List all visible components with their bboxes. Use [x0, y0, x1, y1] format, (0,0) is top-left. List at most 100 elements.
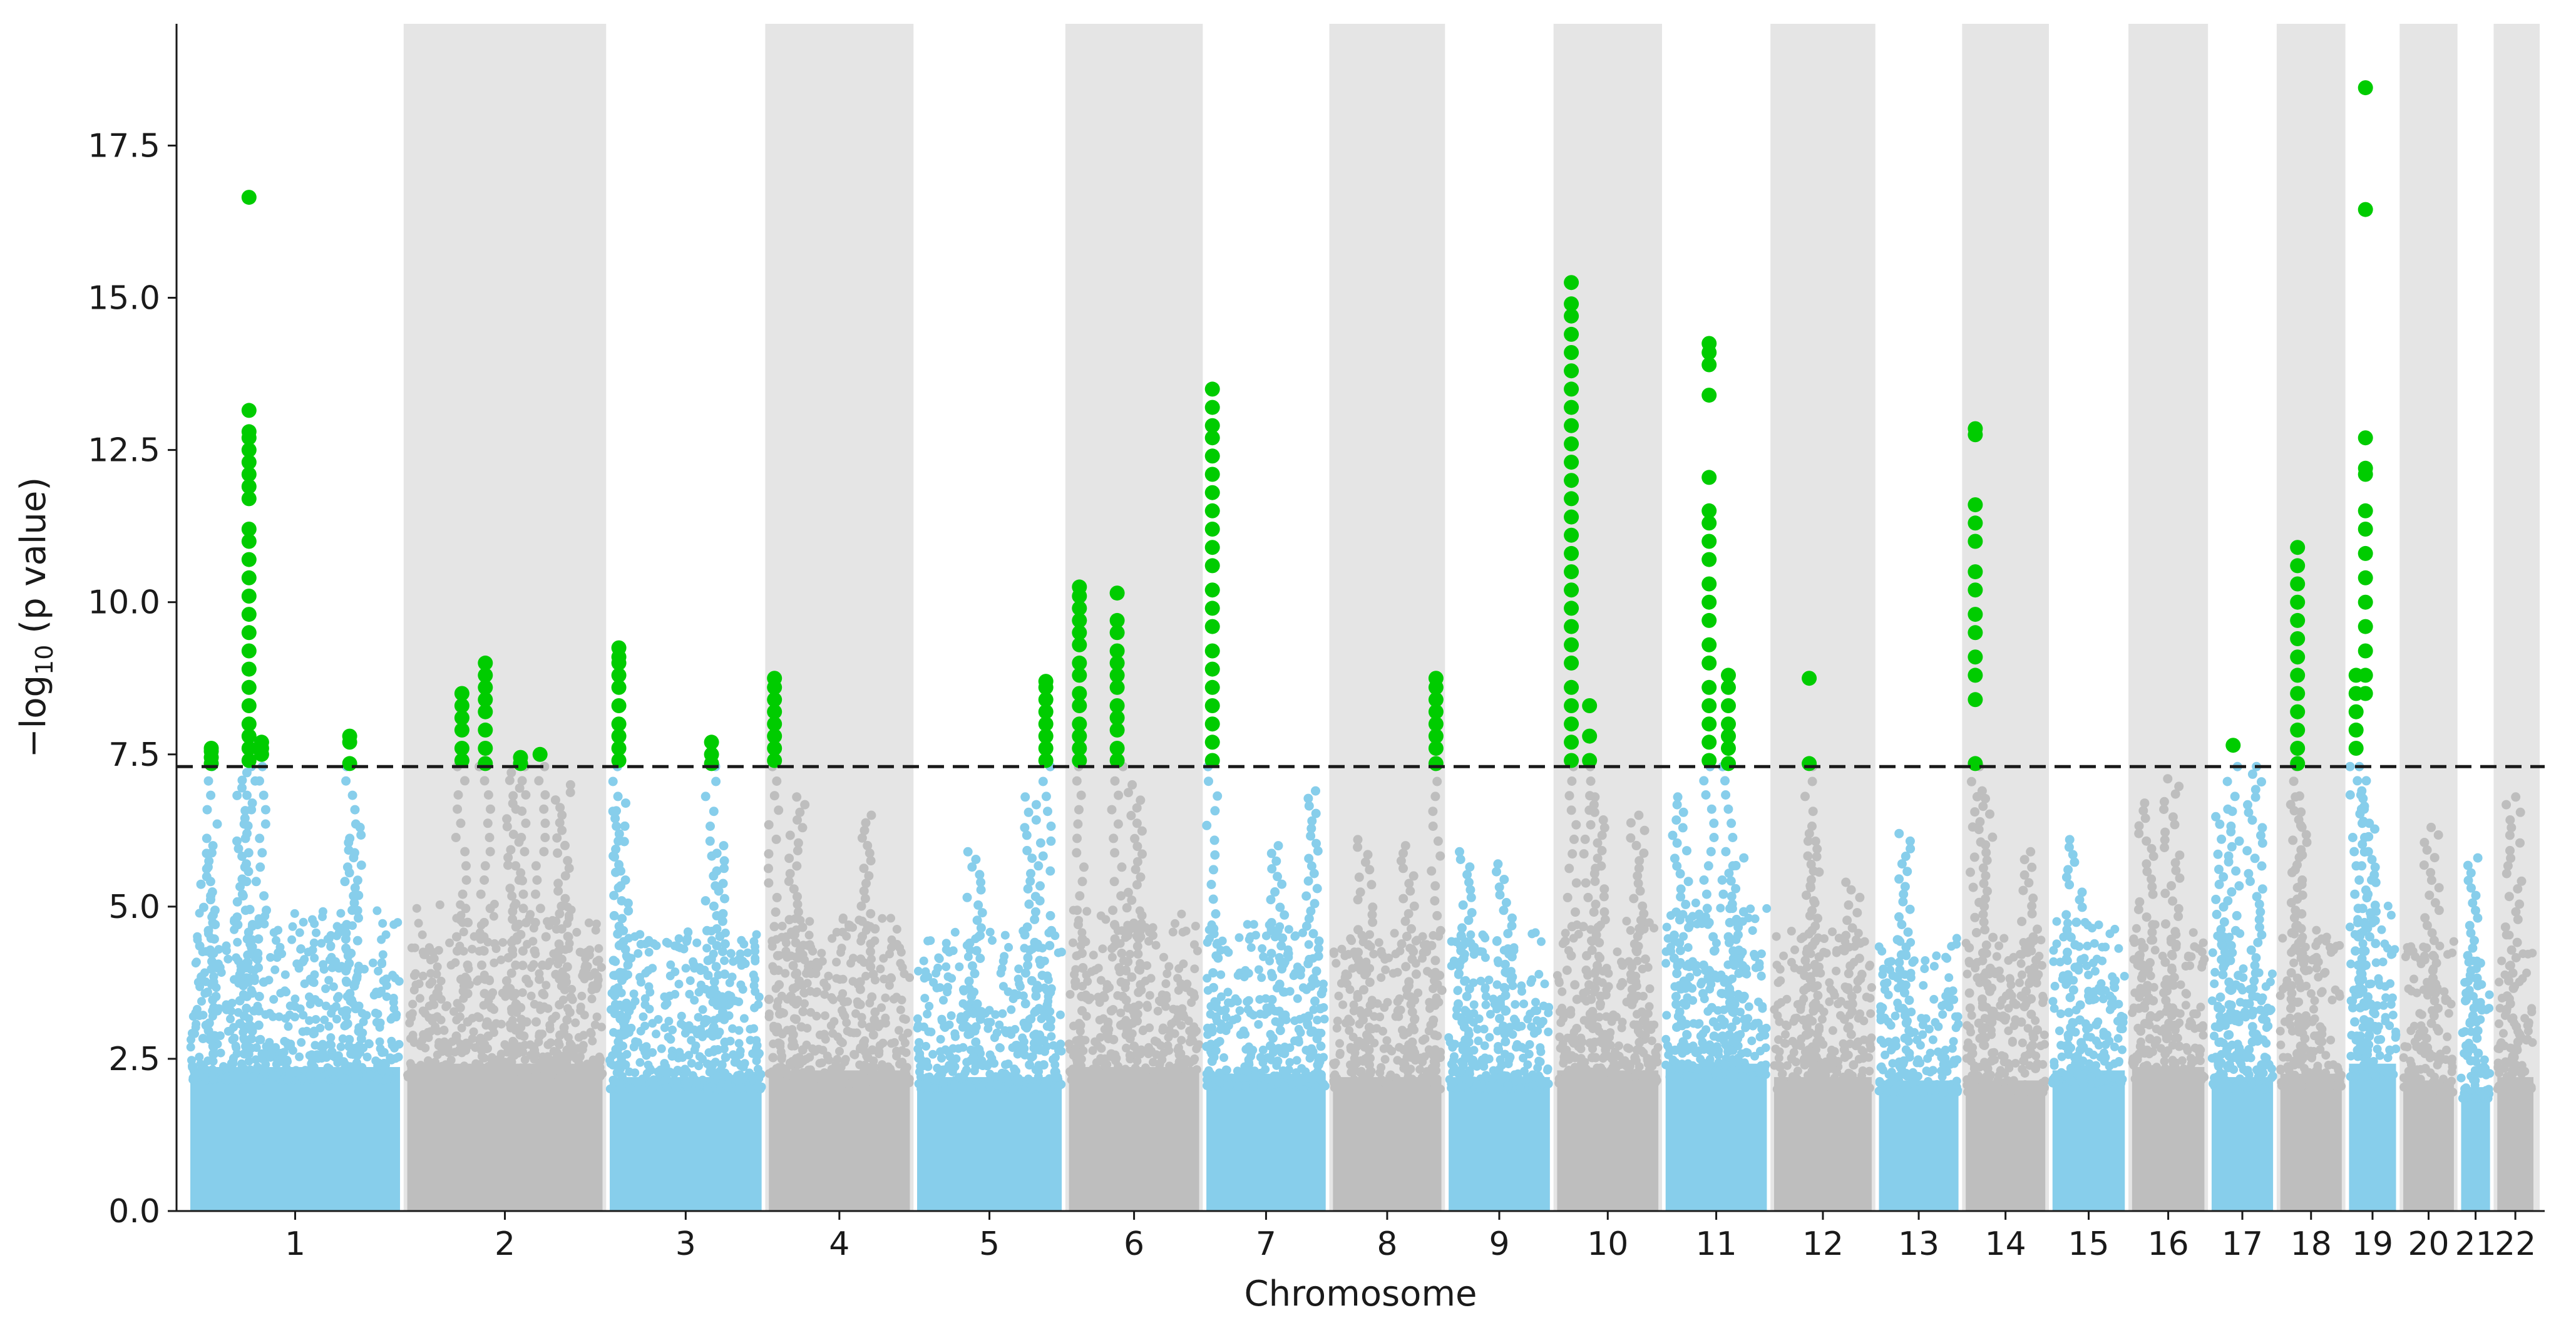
data-point: [781, 938, 791, 947]
data-point: [991, 1010, 1000, 1019]
data-point: [1938, 1010, 1947, 1019]
data-point: [1952, 934, 1961, 943]
data-point: [876, 964, 885, 974]
data-point: [594, 944, 603, 953]
data-point: [992, 1080, 1002, 1090]
data-point: [921, 1041, 931, 1051]
data-point: [208, 1075, 218, 1084]
data-point: [644, 966, 653, 975]
data-point: [1379, 1044, 1388, 1053]
data-point: [746, 1085, 755, 1094]
data-point: [415, 994, 424, 1003]
data-point: [2015, 978, 2024, 987]
data-point: [1054, 1081, 1063, 1091]
data-point: [469, 1027, 478, 1036]
data-point: [2181, 962, 2190, 971]
data-point: [591, 925, 600, 935]
data-point: [2113, 1034, 2123, 1043]
data-point: [1072, 1075, 1081, 1085]
data-point: [1149, 1058, 1157, 1067]
data-point: [1011, 1041, 1020, 1050]
data-point: [726, 949, 736, 958]
data-point: [302, 1026, 312, 1036]
data-point: [2186, 1054, 2195, 1063]
data-point: [1748, 926, 1757, 936]
data-point: [841, 1054, 850, 1064]
data-point: [458, 1063, 466, 1073]
data-point: [1999, 934, 2009, 943]
data-point: [2080, 918, 2090, 927]
data-point: [1832, 966, 1841, 976]
data-point: [2150, 946, 2160, 955]
data-point: [1651, 1073, 1661, 1083]
data-point: [2189, 1009, 2199, 1018]
data-point: [674, 934, 684, 943]
data-point: [861, 1078, 870, 1088]
data-point: [1393, 967, 1402, 977]
data-point: [1177, 909, 1186, 919]
data-point: [1448, 1043, 1457, 1052]
data-point: [644, 947, 654, 957]
data-point: [1475, 947, 1485, 956]
data-point: [433, 1012, 442, 1021]
data-point: [1858, 1066, 1867, 1075]
data-point: [842, 1018, 851, 1028]
data-point: [316, 1023, 325, 1033]
data-point: [1142, 1001, 1152, 1010]
data-point: [335, 928, 344, 937]
data-point: [424, 1071, 433, 1080]
data-point: [375, 1023, 384, 1032]
data-point: [629, 989, 639, 999]
data-point: [2186, 1063, 2195, 1072]
data-point: [1682, 1071, 1691, 1080]
data-point: [1174, 986, 1183, 995]
chromosome-12-bulk: [1773, 1077, 1872, 1211]
data-point: [1430, 1085, 1439, 1094]
data-point: [1928, 1066, 1937, 1075]
data-point: [1332, 959, 1341, 968]
data-point: [634, 949, 643, 958]
data-point: [284, 1022, 293, 1031]
data-point: [1082, 907, 1092, 916]
data-point: [851, 1009, 860, 1018]
data-point: [567, 984, 577, 994]
data-point: [365, 1070, 374, 1080]
data-point: [2062, 1071, 2071, 1081]
data-point: [832, 974, 841, 983]
data-point: [1835, 1083, 1844, 1091]
data-point: [1174, 1043, 1183, 1053]
data-point: [200, 1073, 209, 1083]
data-point: [1537, 937, 1546, 946]
data-point: [1862, 992, 1871, 1002]
data-point: [1049, 1055, 1058, 1064]
data-point: [2017, 970, 2026, 979]
data-point: [898, 1058, 907, 1067]
data-point: [433, 962, 442, 971]
data-point: [870, 1063, 879, 1072]
data-point: [1159, 952, 1168, 962]
data-point: [468, 944, 477, 954]
data-point: [1774, 1081, 1783, 1090]
data-point: [1332, 1024, 1342, 1033]
data-point: [1886, 965, 1895, 974]
data-point: [305, 992, 314, 1001]
data-point: [1499, 1072, 1508, 1081]
data-point: [1836, 997, 1845, 1006]
data-point: [1219, 1053, 1228, 1062]
data-point: [327, 1009, 336, 1018]
data-point: [1202, 1070, 1211, 1078]
data-point: [2157, 1074, 2167, 1083]
data-point: [1335, 1050, 1345, 1059]
data-point: [487, 1055, 496, 1064]
data-point: [1947, 942, 1956, 951]
data-point: [339, 1064, 349, 1074]
data-point: [1168, 927, 1178, 937]
data-point: [2094, 920, 2103, 929]
data-point: [287, 935, 297, 944]
data-point: [900, 1066, 909, 1075]
data-point: [666, 1034, 675, 1044]
data-point: [1510, 1070, 1519, 1080]
data-point: [2173, 1033, 2182, 1043]
data-point: [1474, 1036, 1483, 1046]
data-point: [226, 1014, 235, 1024]
